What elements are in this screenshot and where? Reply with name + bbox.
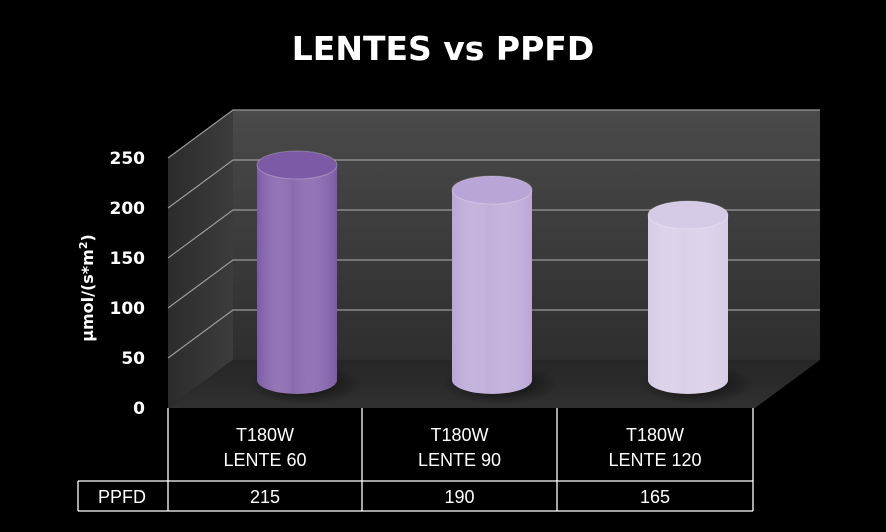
chart-title: LENTES vs PPFD (292, 29, 594, 68)
y-axis-label: µmol/(s*m2) (77, 234, 97, 342)
y-tick-label: 200 (110, 199, 146, 219)
bar-cylinder (647, 200, 729, 394)
bar-top (647, 200, 729, 230)
bar-cylinder (256, 150, 338, 394)
table-value: 215 (250, 487, 280, 507)
y-tick-label: 250 (110, 149, 146, 169)
plot-area: 0 50 100 150 200 250 (110, 109, 820, 419)
gridlines (167, 109, 820, 359)
gridline (167, 109, 820, 159)
gridline (167, 309, 820, 359)
side-wall (168, 110, 233, 408)
gridline (167, 259, 820, 309)
y-axis-ticks: 0 50 100 150 200 250 (110, 149, 146, 419)
gridline (167, 159, 820, 209)
bars (256, 150, 729, 394)
y-tick-label: 0 (133, 399, 145, 419)
y-axis-label-close: ) (78, 234, 97, 241)
y-tick-label: 150 (110, 249, 146, 269)
y-tick-label: 50 (121, 349, 145, 369)
gridline (167, 209, 820, 259)
table-value: 165 (640, 487, 670, 507)
table-value: 190 (444, 487, 474, 507)
bar-cylinder (451, 175, 533, 394)
x-category-label: T180W LENTE 60 (223, 425, 306, 470)
y-tick-label: 100 (110, 299, 146, 319)
table-series-name: PPFD (98, 487, 146, 507)
bar-top (451, 175, 533, 205)
y-axis-label-main: µmol/(s*m (78, 249, 97, 342)
bar-body-highlight (648, 215, 728, 394)
bar-body-highlight (257, 165, 337, 394)
x-category-label: T180W LENTE 90 (418, 425, 501, 470)
bar-top (256, 150, 338, 180)
data-table: T180W LENTE 60 T180W LENTE 90 T180W LENTE 120… (77, 408, 754, 512)
y-axis-label-superscript: 2 (77, 242, 90, 250)
bar-body-highlight (452, 190, 532, 394)
x-category-label: T180W LENTE 120 (608, 425, 701, 470)
